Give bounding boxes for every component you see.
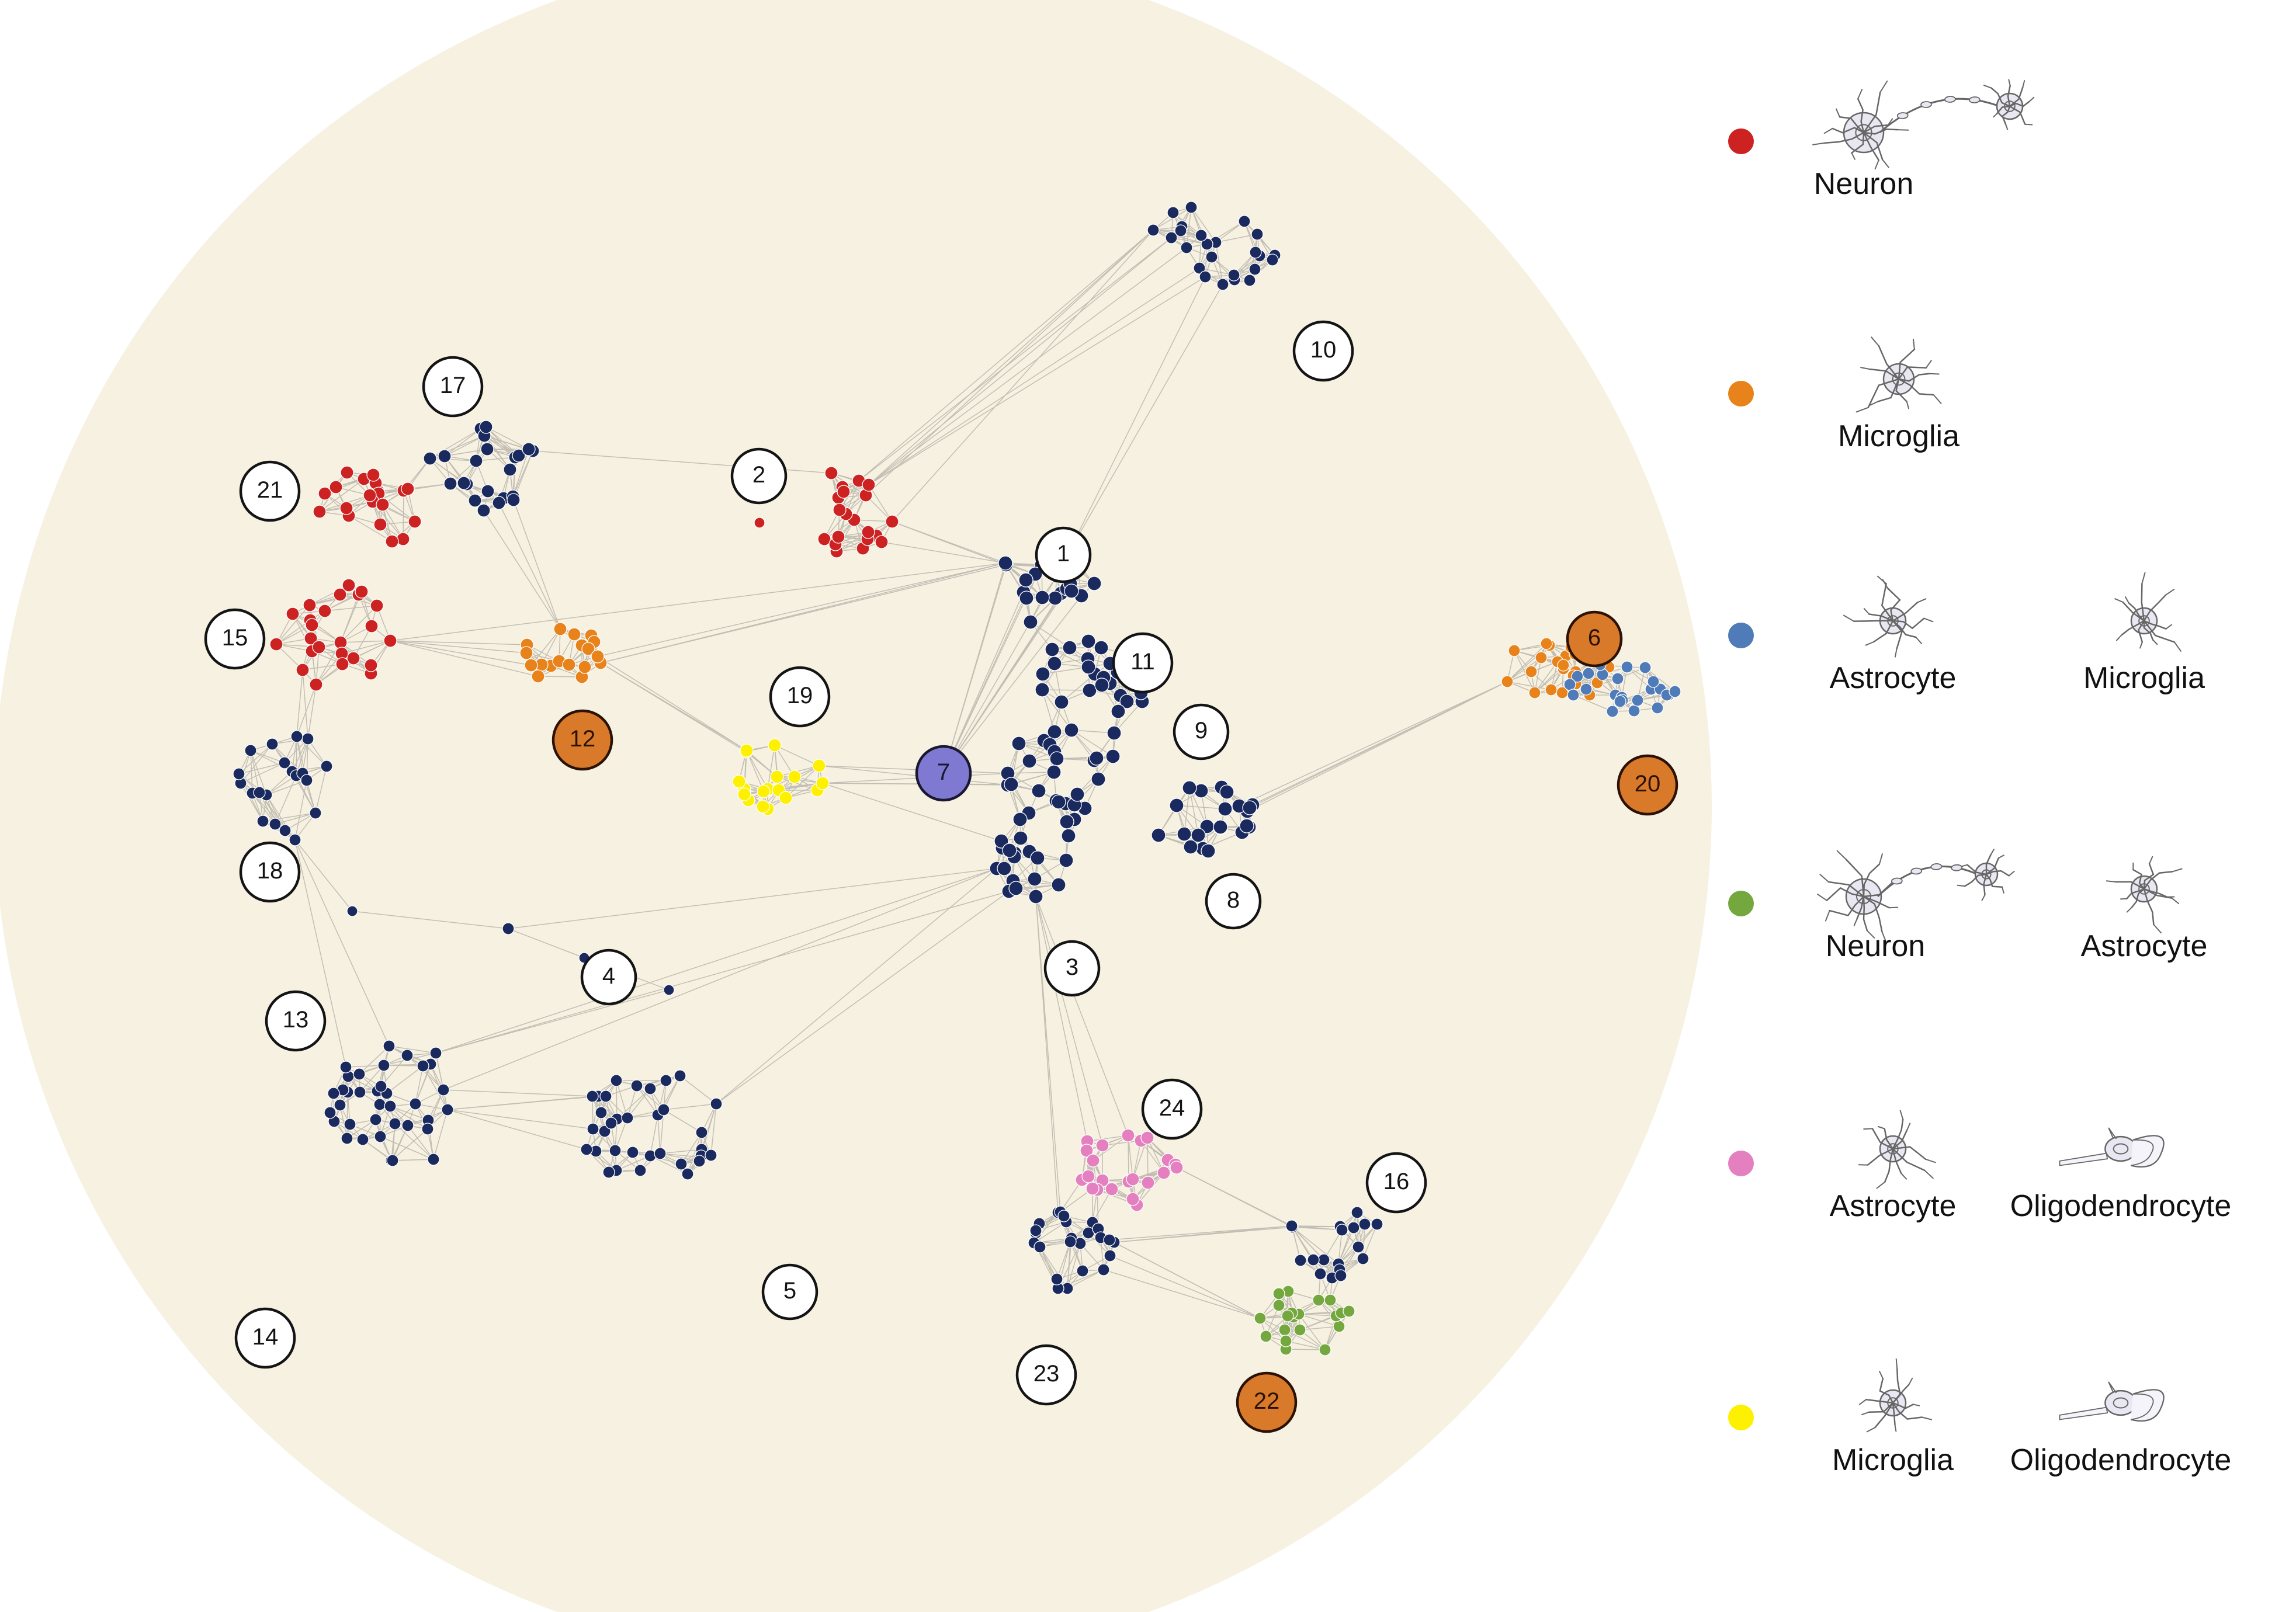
svg-text:11: 11 — [1130, 649, 1155, 675]
svg-text:Oligodendrocyte: Oligodendrocyte — [2010, 1443, 2232, 1477]
svg-text:17: 17 — [440, 373, 466, 398]
svg-text:5: 5 — [783, 1278, 796, 1304]
svg-text:23: 23 — [1033, 1361, 1060, 1387]
svg-text:Microglia: Microglia — [2083, 661, 2205, 695]
svg-text:4: 4 — [602, 963, 615, 989]
svg-text:22: 22 — [1254, 1388, 1280, 1414]
svg-text:8: 8 — [1227, 887, 1240, 913]
svg-text:6: 6 — [1588, 625, 1601, 651]
svg-text:24: 24 — [1159, 1095, 1185, 1121]
svg-text:3: 3 — [1066, 954, 1078, 980]
svg-text:Microglia: Microglia — [1838, 419, 1959, 453]
svg-text:7: 7 — [937, 759, 950, 785]
svg-text:1: 1 — [1057, 541, 1070, 567]
svg-text:Astrocyte: Astrocyte — [2081, 929, 2208, 963]
svg-text:20: 20 — [1635, 771, 1661, 797]
svg-text:18: 18 — [257, 858, 283, 884]
svg-text:10: 10 — [1310, 337, 1337, 363]
svg-text:Oligodendrocyte: Oligodendrocyte — [2010, 1189, 2232, 1223]
svg-text:16: 16 — [1383, 1169, 1410, 1194]
svg-text:9: 9 — [1195, 718, 1208, 744]
svg-text:13: 13 — [283, 1007, 309, 1033]
svg-text:12: 12 — [570, 726, 596, 752]
svg-text:Astrocyte: Astrocyte — [1830, 661, 1957, 695]
svg-text:19: 19 — [787, 683, 813, 708]
svg-text:Astrocyte: Astrocyte — [1830, 1189, 1957, 1223]
svg-text:Neuron: Neuron — [1826, 929, 1926, 963]
svg-text:2: 2 — [752, 462, 765, 488]
svg-text:Neuron: Neuron — [1814, 167, 1914, 201]
svg-text:Microglia: Microglia — [1832, 1443, 1954, 1477]
svg-text:21: 21 — [257, 477, 283, 503]
svg-text:14: 14 — [252, 1324, 279, 1350]
svg-text:15: 15 — [222, 625, 248, 651]
